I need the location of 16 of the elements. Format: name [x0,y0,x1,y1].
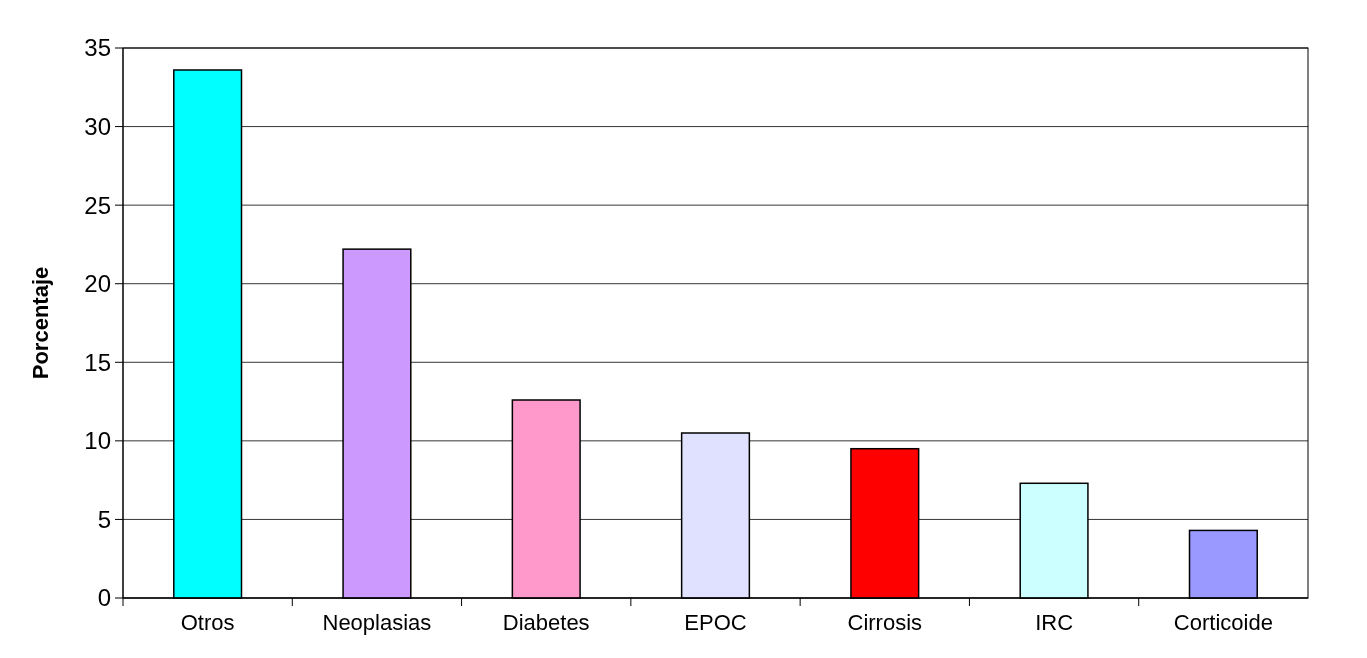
x-tick-label: IRC [1035,610,1074,635]
y-tick-label: 15 [84,348,111,376]
x-tick-label: EPOC [684,610,747,635]
y-axis-title: Porcentaje [28,266,53,380]
x-tick-label: Neoplasias [322,610,432,635]
x-tick-label: Otros [180,610,235,635]
y-tick-label: 10 [84,427,111,455]
y-tick-label: 25 [84,191,111,219]
x-tick-label: Diabetes [502,610,590,635]
x-tick-label: Corticoide [1173,610,1273,635]
y-tick-label: 30 [84,112,111,140]
y-tick-label: 35 [84,34,111,62]
y-tick-label: 0 [97,584,111,612]
y-tick-label: 20 [84,270,111,298]
x-tick-label: Cirrosis [847,610,923,635]
y-tick-label: 5 [97,505,111,533]
